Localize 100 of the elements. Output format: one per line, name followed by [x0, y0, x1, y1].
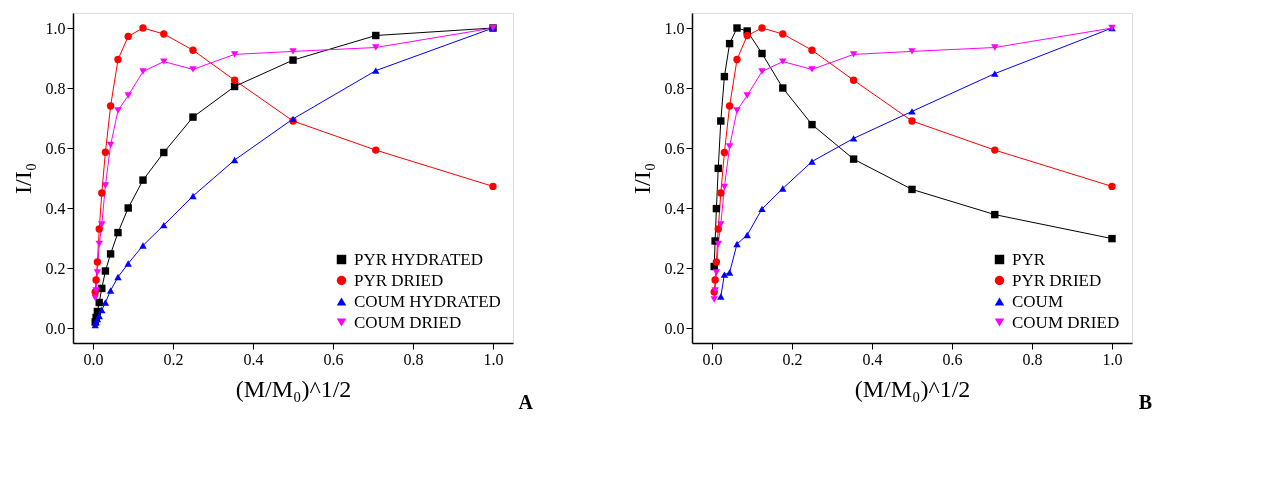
point — [779, 30, 787, 38]
point — [189, 113, 197, 121]
point — [849, 76, 858, 84]
point — [779, 84, 787, 92]
point — [743, 92, 751, 99]
point — [98, 189, 106, 197]
point — [95, 225, 103, 233]
point — [849, 155, 858, 163]
point — [714, 225, 722, 233]
point — [101, 299, 110, 306]
legend-label: COUM DRIED — [354, 312, 462, 332]
x-tick-label: 0.2 — [782, 350, 803, 368]
point — [717, 293, 725, 300]
x-tick-label: 1.0 — [1102, 350, 1123, 368]
point — [779, 58, 787, 65]
point — [808, 120, 816, 129]
point — [160, 30, 168, 38]
point — [779, 185, 787, 192]
y-tick-label: 1.0 — [45, 19, 66, 37]
x-tick-label: 1.0 — [483, 350, 504, 368]
point — [114, 228, 122, 237]
point — [106, 141, 115, 149]
point — [124, 204, 132, 212]
x-axis-title: (M/M₀)^1/2 — [235, 375, 352, 402]
legend-label: PYR HYDRATED — [354, 249, 483, 269]
point — [991, 44, 999, 51]
point — [114, 107, 122, 114]
point — [758, 68, 766, 75]
y-tick-label: 0.4 — [45, 199, 66, 217]
text: A — [518, 391, 534, 413]
y-tick-label: 1.0 — [664, 19, 685, 37]
legend-label: PYR — [1012, 249, 1046, 269]
point — [1108, 234, 1116, 243]
point — [92, 276, 100, 284]
point — [808, 46, 816, 54]
point — [106, 287, 115, 294]
point — [98, 306, 106, 314]
point — [720, 183, 729, 191]
point — [758, 24, 766, 32]
point — [101, 267, 110, 275]
point — [991, 146, 999, 154]
point — [372, 146, 380, 154]
point — [101, 182, 110, 189]
point — [124, 32, 132, 41]
point — [106, 102, 115, 110]
legend-label: COUM — [1012, 291, 1064, 311]
point — [91, 294, 99, 302]
y-tick-label: 0.8 — [664, 79, 685, 97]
y-axis-title: I/I₀ — [9, 162, 36, 195]
point — [712, 269, 721, 276]
point — [717, 221, 725, 228]
point — [230, 156, 239, 164]
x-tick-label: 0.4 — [243, 350, 264, 368]
point — [733, 240, 741, 248]
point — [808, 158, 816, 165]
point — [849, 51, 858, 58]
point — [289, 48, 297, 55]
legend-label: COUM HYDRATED — [354, 291, 501, 311]
text: B — [1138, 391, 1152, 413]
y-tick-label: 0.8 — [45, 79, 66, 97]
point — [1108, 182, 1116, 191]
point — [725, 269, 734, 276]
legend-label: PYR DRIED — [1012, 270, 1102, 290]
point — [743, 31, 751, 40]
point — [720, 148, 729, 157]
y-tick-label: 0.4 — [664, 199, 685, 217]
point — [124, 260, 132, 267]
x-tick-label: 0.0 — [83, 350, 104, 368]
point — [139, 176, 147, 184]
point — [230, 76, 239, 84]
point — [725, 143, 734, 150]
x-tick-label: 0.4 — [862, 350, 883, 368]
point — [808, 66, 816, 73]
x-tick-label: 0.8 — [1022, 350, 1043, 368]
point — [93, 269, 102, 276]
point — [101, 148, 110, 156]
point — [849, 135, 858, 142]
point — [758, 205, 766, 213]
point — [114, 55, 122, 64]
point — [733, 24, 741, 32]
point — [124, 92, 132, 99]
point — [189, 46, 197, 54]
point — [743, 231, 751, 239]
point — [712, 258, 721, 266]
point — [106, 250, 115, 258]
point — [98, 221, 106, 228]
point — [160, 148, 168, 157]
point — [139, 24, 147, 32]
x-tick-label: 0.8 — [403, 350, 424, 368]
y-tick-label: 0.2 — [664, 259, 685, 277]
point — [189, 192, 197, 200]
y-axis-title: I/I₀ — [628, 162, 655, 195]
point — [717, 117, 725, 125]
point — [230, 51, 239, 58]
point — [908, 117, 916, 125]
y-tick-label: 0.6 — [664, 139, 685, 157]
point — [289, 56, 297, 64]
point — [720, 271, 729, 278]
y-tick-label: 0.6 — [45, 139, 66, 157]
legend-label: PYR DRIED — [354, 270, 444, 290]
